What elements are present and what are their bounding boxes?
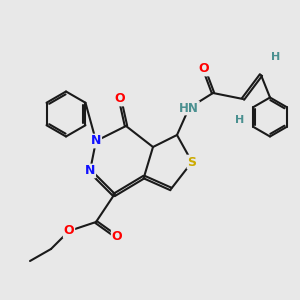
Text: O: O (115, 92, 125, 106)
Text: S: S (188, 155, 196, 169)
Text: N: N (85, 164, 95, 178)
Text: N: N (91, 134, 101, 148)
Text: O: O (199, 62, 209, 76)
Text: H: H (236, 115, 244, 125)
Text: HN: HN (179, 101, 199, 115)
Text: H: H (272, 52, 280, 62)
Text: O: O (112, 230, 122, 244)
Text: O: O (64, 224, 74, 238)
